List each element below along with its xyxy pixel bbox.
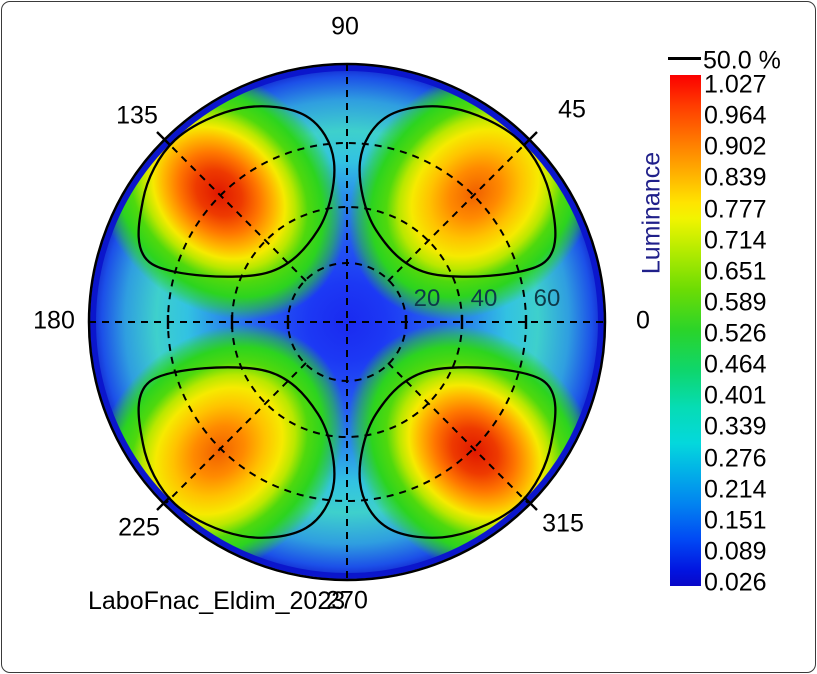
contour-45 [358,105,557,278]
colorbar-tick-label: 0.777 [704,195,767,223]
axis-45 [387,140,529,282]
contour-50pct [137,105,557,539]
colorbar-tick-label: 0.714 [704,226,767,255]
colorbar-tick-label: 0.089 [704,537,767,566]
angle-label-180: 180 [33,306,75,335]
angle-label-270: 270 [326,586,368,615]
colorbar-tick-label: 0.839 [704,163,767,192]
colorbar-tick-label: 0.339 [704,412,767,441]
axis-225 [165,362,307,504]
contour-level-marker-line [668,57,701,60]
colorbar-tick-label: 0.464 [704,350,767,379]
colorbar-tick-label: 0.589 [704,288,767,317]
radial-label-40: 40 [470,285,498,312]
colorbar-tick-label: 1.027 [704,70,767,99]
colorbar [670,75,701,586]
colorbar-tick-label: 0.276 [704,444,767,472]
angle-label-135: 135 [116,101,158,130]
outer-circle [87,62,607,582]
colorbar-axis-label: Luminance [637,151,666,275]
angle-label-90: 90 [331,12,359,41]
inclination-ticks [166,315,528,329]
azimuth-ticks [156,131,538,511]
colorbar-tick-label: 0.902 [704,132,767,161]
axis-135 [165,140,307,282]
colorbar-tick-label: 0.964 [704,101,767,130]
angle-label-0: 0 [636,306,650,335]
colorbar-tick-label: 0.214 [704,475,767,504]
colorbar-tick-label: 0.026 [704,568,767,597]
colorbar-tick-label: 0.401 [704,381,767,410]
angle-label-315: 315 [542,509,584,538]
contour-315 [358,366,557,539]
contour-135 [137,105,336,278]
contour-level-label: 50.0 % [703,46,781,75]
angle-label-225: 225 [118,513,160,542]
contour-225 [137,366,336,539]
axis-315 [387,362,529,504]
radial-label-60: 60 [533,285,561,312]
measurement-title: LaboFnac_Eldim_2023 [88,587,346,615]
radial-label-20: 20 [413,285,441,312]
angle-label-45: 45 [558,95,586,124]
colorbar-tick-label: 0.651 [704,257,767,286]
colorbar-tick-label: 0.151 [704,506,767,535]
colorbar-tick-label: 0.526 [704,319,767,348]
